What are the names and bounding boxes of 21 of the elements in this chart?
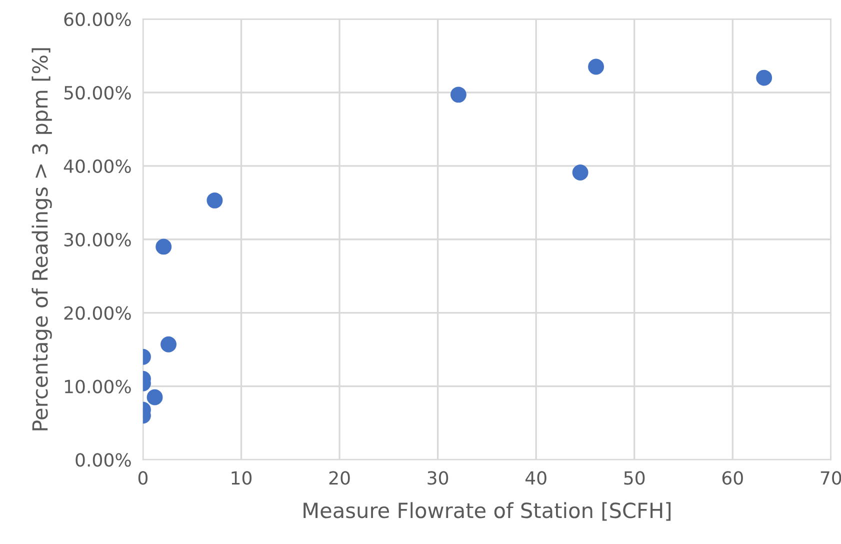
y-axis-title: Percentage of Readings > 3 ppm [%] <box>32 48 52 430</box>
x-tick-label: 40 <box>525 471 546 485</box>
x-tick-label: 10 <box>232 471 252 485</box>
x-tick-label: 30 <box>428 471 448 485</box>
point <box>756 70 772 86</box>
x-tick-label: 0 <box>138 471 148 485</box>
point <box>588 58 604 75</box>
x-tick-label: 70 <box>820 471 841 485</box>
y-tick-label: 30.00% <box>64 232 131 246</box>
x-tick-label: 50 <box>624 471 645 485</box>
point <box>572 164 588 181</box>
x-tick-label: 60 <box>722 471 743 485</box>
x-tick-label: 20 <box>329 471 350 485</box>
x-axis-title: Measure Flowrate of Station [SCFH] <box>304 502 671 521</box>
y-tick-label: 10.00% <box>64 380 131 394</box>
y-tick-label: 60.00% <box>64 12 131 26</box>
y-tick-label: 20.00% <box>64 306 131 320</box>
y-tick-label: 0.00% <box>76 453 131 467</box>
point <box>450 86 466 103</box>
y-tick-label: 40.00% <box>64 159 131 174</box>
y-tick-label: 50.00% <box>64 86 131 100</box>
